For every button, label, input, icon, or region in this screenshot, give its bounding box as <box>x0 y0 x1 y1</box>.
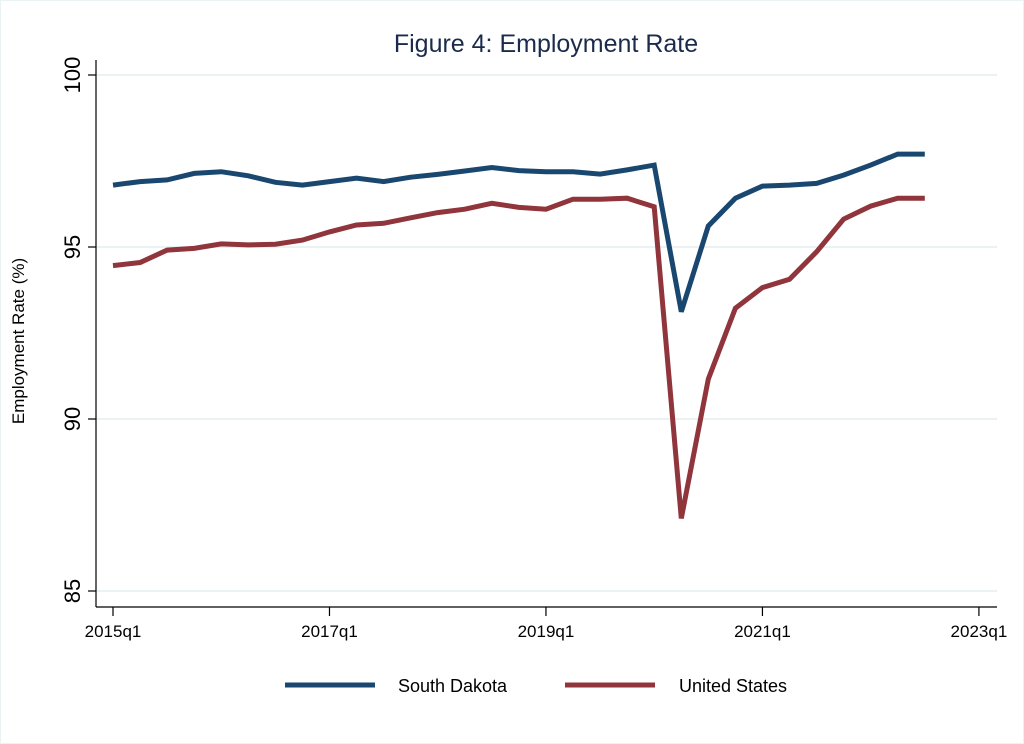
y-tick-label: 95 <box>60 235 85 259</box>
gridlines <box>96 74 997 592</box>
x-tick-label: 2015q1 <box>85 622 142 641</box>
x-axis-ticks: 2015q1 2017q1 2019q1 2021q1 2023q1 <box>85 607 1008 641</box>
x-tick-label: 2017q1 <box>301 622 358 641</box>
y-tick-label: 100 <box>60 57 85 94</box>
x-tick-label: 2021q1 <box>734 622 791 641</box>
y-tick-label: 85 <box>60 579 85 603</box>
chart-title: Figure 4: Employment Rate <box>394 30 698 58</box>
x-tick-label: 2023q1 <box>951 622 1008 641</box>
legend-label: United States <box>679 676 787 696</box>
legend: South Dakota United States <box>285 676 787 696</box>
y-axis-label: Employment Rate (%) <box>9 258 28 424</box>
axes <box>95 60 997 608</box>
series-line-south-dakota <box>112 151 925 313</box>
x-tick-label: 2019q1 <box>518 622 575 641</box>
series-lines <box>112 151 925 519</box>
legend-label: South Dakota <box>398 676 508 696</box>
y-axis-ticks: 85 90 95 100 <box>60 57 96 603</box>
y-tick-label: 90 <box>60 407 85 431</box>
